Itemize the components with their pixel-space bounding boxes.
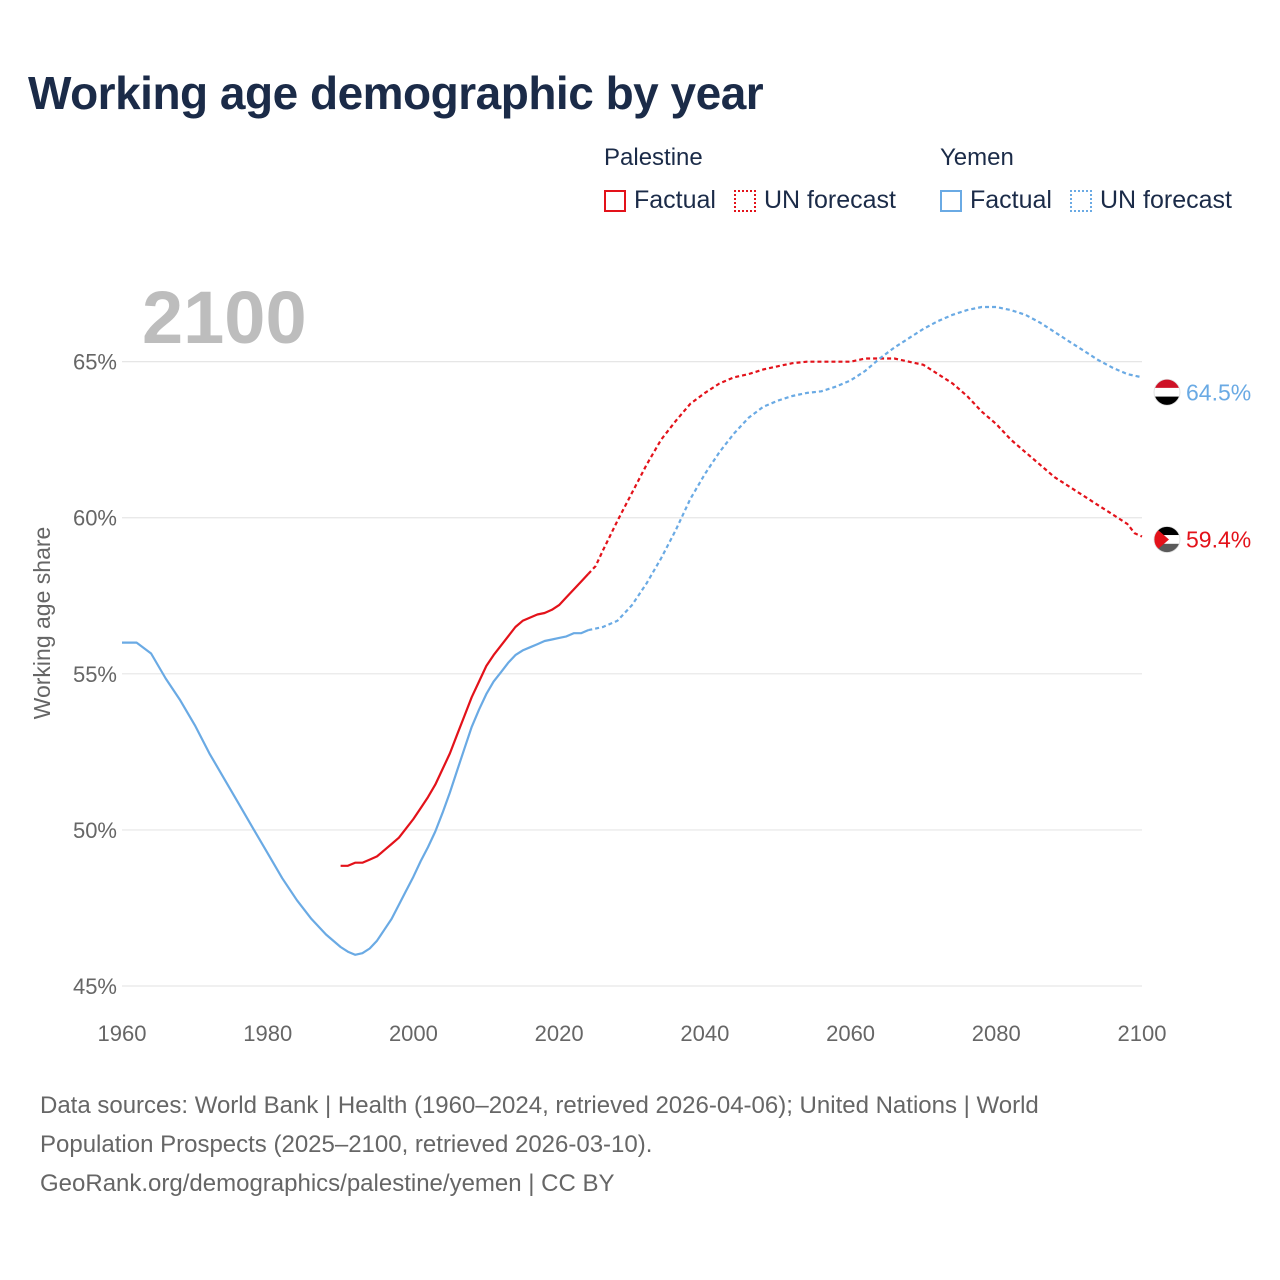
flag-triangle: [1154, 526, 1169, 553]
flag-stripe: [1154, 387, 1180, 397]
line-chart: 2100 45% 50% 55% 60% 65% 1960 1980 2000 2020 2040 2…: [29, 276, 1251, 1046]
legend-swatch: [604, 189, 626, 212]
legend-label: Factual: [970, 186, 1052, 214]
legend-group-yemen: Yemen Factual UN forecast: [940, 144, 1250, 215]
footer-line: Data sources: World Bank | Health (1960–…: [40, 1092, 1039, 1119]
y-tick-label: 55%: [73, 662, 117, 687]
legend-label: UN forecast: [763, 186, 896, 214]
y-tick-label: 60%: [73, 506, 117, 531]
palestine-end-value-label: 59.4%: [1186, 526, 1251, 552]
flag-body: [1154, 526, 1180, 553]
footer-line: Population Prospects (2025–2100, retriev…: [40, 1131, 653, 1158]
legend-item-yemen-forecast[interactable]: UN forecast: [1069, 186, 1232, 215]
flag-stripe: [1154, 543, 1180, 553]
legend-group-title: Yemen: [940, 144, 1014, 171]
yemen-forecast-line: [588, 305, 1143, 632]
flag-outline: [1153, 378, 1181, 406]
y-tick-label: 45%: [73, 974, 117, 999]
x-tick-label: 1980: [243, 1021, 292, 1046]
x-tick-label: 2000: [389, 1021, 438, 1046]
footer-line: GeoRank.org/demographics/palestine/yemen…: [40, 1170, 615, 1197]
x-tick-label: 2080: [972, 1021, 1021, 1046]
legend-swatch: [940, 189, 962, 212]
legend-group-palestine: Palestine Factual UN forecast: [604, 144, 914, 215]
x-tick-label: 2040: [680, 1021, 729, 1046]
x-tick-label: 2020: [535, 1021, 584, 1046]
yemen-end-value-label: 64.5%: [1186, 379, 1251, 405]
legend-item-yemen-factual[interactable]: Factual: [940, 186, 1052, 215]
chart-title: Working age demographic by year: [28, 67, 764, 119]
legend-item-palestine-factual[interactable]: Factual: [604, 186, 716, 215]
legend-label: Factual: [634, 186, 716, 214]
legend-swatch: [733, 189, 756, 212]
flag-stripe: [1154, 379, 1180, 388]
legend-label: UN forecast: [1099, 186, 1232, 214]
flag-stripe: [1154, 396, 1180, 406]
palestine-factual-line: [340, 573, 590, 867]
flag-stripe: [1154, 526, 1180, 536]
x-tick-label: 1960: [98, 1021, 147, 1046]
yemen-flag: [1153, 378, 1181, 406]
yemen-factual-line: [122, 629, 589, 956]
y-tick-label: 50%: [73, 818, 117, 843]
legend-group-title: Palestine: [604, 144, 703, 171]
data-source-footer: Data sources: World Bank | Health (1960–…: [40, 1086, 1160, 1203]
flag-body: [1154, 379, 1180, 406]
palestine-forecast-line: [587, 357, 1143, 575]
x-tick-label: 2060: [826, 1021, 875, 1046]
current-year-label: 2100: [142, 276, 307, 359]
y-tick-label: 65%: [73, 350, 117, 375]
legend-swatch: [1069, 189, 1092, 212]
y-axis-title: Working age share: [29, 527, 55, 720]
x-tick-label: 2100: [1118, 1021, 1167, 1046]
flag-outline: [1153, 526, 1181, 553]
palestine-flag: [1153, 526, 1181, 553]
legend-item-palestine-forecast[interactable]: UN forecast: [733, 186, 896, 215]
